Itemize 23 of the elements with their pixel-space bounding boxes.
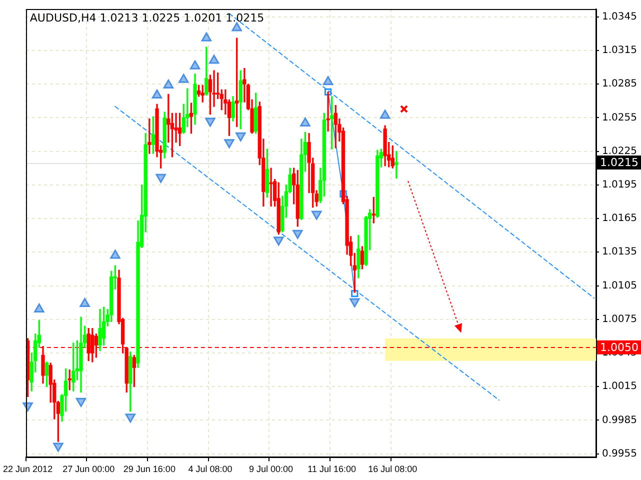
y-tick-label: 1.0075 bbox=[602, 314, 637, 325]
y-tick-label: 1.0015 bbox=[602, 381, 637, 392]
x-tick-label: 4 Jul 08:00 bbox=[188, 464, 232, 474]
y-tick-label: 1.0225 bbox=[602, 146, 637, 157]
ref-line-label: 1.0050 bbox=[600, 340, 638, 354]
y-tick-label: 1.0135 bbox=[602, 246, 637, 258]
y-tick-label: 1.0345 bbox=[602, 11, 637, 22]
x-tick-label: 9 Jul 00:00 bbox=[249, 464, 294, 474]
y-tick-label: 1.0285 bbox=[602, 78, 637, 90]
x-tick-label: 16 Jul 08:00 bbox=[368, 464, 418, 474]
y-tick-label: 0.9985 bbox=[602, 414, 637, 426]
x-tick-label: 29 Jun 16:00 bbox=[123, 464, 176, 474]
x-tick-label: 27 Jun 00:00 bbox=[62, 464, 115, 474]
ref-line-label: 1.0215 bbox=[600, 156, 638, 169]
x-tick-label: 22 Jun 2012 bbox=[3, 464, 53, 474]
y-tick-label: 1.0255 bbox=[602, 112, 637, 124]
y-tick-label: 1.0195 bbox=[602, 180, 637, 191]
x-tick-label: 11 Jul 16:00 bbox=[308, 464, 356, 474]
y-tick-label: 0.9955 bbox=[602, 448, 637, 460]
y-tick-label: 1.0315 bbox=[602, 45, 637, 56]
y-tick-label: 1.0105 bbox=[602, 280, 637, 292]
y-tick-label: 1.0165 bbox=[602, 213, 637, 224]
chart-title: AUDUSD,H4 1.0213 1.0225 1.0201 1.0215 bbox=[30, 11, 264, 24]
